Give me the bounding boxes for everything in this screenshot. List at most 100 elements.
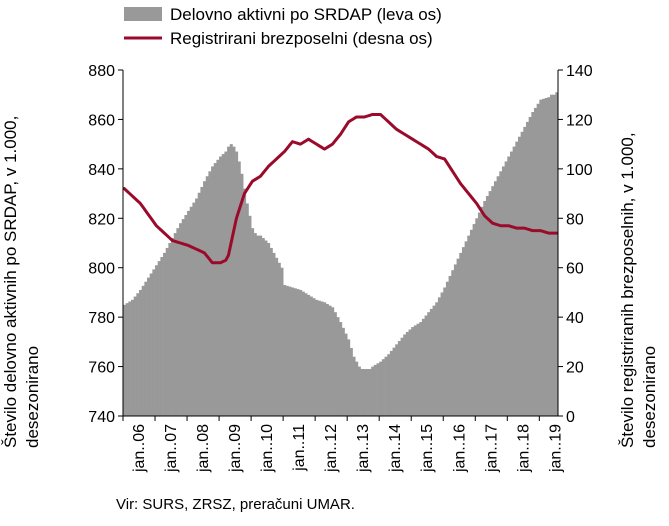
- bar-employed: [539, 99, 543, 416]
- bar-employed: [512, 146, 516, 417]
- bar-employed: [229, 144, 233, 416]
- bar-employed: [368, 369, 372, 416]
- bar-employed: [197, 192, 201, 416]
- bar-employed: [552, 94, 556, 417]
- bar-employed: [411, 327, 415, 416]
- legend-swatch-employed: [124, 7, 162, 21]
- bar-employed: [192, 202, 196, 416]
- bar-employed: [400, 337, 404, 416]
- bar-employed: [232, 146, 236, 417]
- bar-employed: [424, 315, 428, 416]
- bar-employed: [328, 305, 332, 416]
- x-tick-label: jan..17: [483, 424, 500, 473]
- bar-employed: [251, 228, 255, 416]
- bar-employed: [211, 166, 215, 416]
- bar-employed: [352, 356, 356, 416]
- bar-employed: [371, 366, 375, 416]
- bar-employed: [184, 214, 188, 416]
- bar-employed: [296, 289, 300, 416]
- bar-employed: [360, 369, 364, 416]
- bar-employed: [379, 361, 383, 416]
- bar-employed: [499, 171, 503, 416]
- bar-employed: [555, 92, 559, 417]
- bar-employed: [168, 243, 172, 416]
- bar-employed: [309, 296, 313, 416]
- bar-employed: [403, 334, 407, 416]
- bar-employed: [283, 285, 287, 416]
- bar-employed: [189, 206, 193, 416]
- bar-employed: [384, 356, 388, 416]
- bar-employed: [288, 286, 292, 416]
- bar-employed: [333, 312, 337, 416]
- bar-employed: [141, 285, 145, 416]
- bar-employed: [525, 121, 529, 417]
- bar-employed: [523, 126, 527, 416]
- bar-employed: [341, 327, 345, 416]
- bar-employed: [269, 247, 273, 416]
- bar-employed: [304, 293, 308, 416]
- legend-label-employed: Delovno aktivni po SRDAP (leva os): [170, 5, 442, 24]
- right-tick-label: 0: [566, 409, 575, 426]
- left-tick-label: 840: [88, 162, 115, 179]
- bar-employed: [349, 348, 353, 416]
- bar-employed: [176, 228, 180, 416]
- bar-employed: [483, 200, 487, 416]
- bar-employed: [275, 257, 279, 416]
- bar-employed: [395, 344, 399, 416]
- bar-employed: [264, 240, 268, 416]
- bar-employed: [413, 325, 417, 416]
- bar-employed: [205, 176, 209, 416]
- bar-employed: [219, 156, 223, 416]
- x-tick-label: jan..07: [163, 424, 180, 473]
- right-tick-label: 140: [566, 63, 593, 80]
- bar-employed: [280, 267, 284, 416]
- bar-employed: [173, 233, 177, 416]
- right-tick-label: 60: [566, 261, 584, 278]
- bar-employed: [547, 97, 551, 416]
- bar-employed: [256, 235, 260, 416]
- bar-employed: [421, 318, 425, 416]
- left-tick-label: 780: [88, 310, 115, 327]
- bar-employed: [315, 299, 319, 416]
- bar-employed: [259, 235, 263, 416]
- bar-employed: [472, 224, 476, 416]
- bar-employed: [181, 219, 185, 416]
- bar-employed: [357, 366, 361, 416]
- bar-employed: [408, 329, 412, 416]
- bar-employed: [165, 247, 169, 416]
- bar-employed: [435, 302, 439, 416]
- x-tick-label: jan..13: [355, 424, 372, 473]
- bar-employed: [187, 210, 191, 416]
- bar-employed: [339, 322, 343, 416]
- bar-employed: [461, 247, 465, 416]
- bar-employed: [131, 299, 135, 416]
- bar-employed: [501, 166, 505, 416]
- line-unemployed: [122, 112, 559, 265]
- bar-employed: [317, 300, 321, 416]
- x-tick-label: jan..08: [195, 424, 212, 473]
- bar-employed: [389, 350, 393, 416]
- bar-employed: [469, 229, 473, 416]
- source-note: Vir: SURS, ZRSZ, preračuni UMAR.: [116, 496, 355, 513]
- bar-employed: [195, 198, 199, 416]
- bar-employed: [221, 154, 225, 416]
- bar-employed: [517, 136, 521, 417]
- right-tick-label: 40: [566, 310, 584, 327]
- bar-employed: [307, 294, 311, 416]
- bar-employed: [392, 347, 396, 416]
- bar-employed: [261, 238, 265, 416]
- bar-employed: [528, 116, 532, 417]
- bar-employed: [128, 301, 132, 416]
- bar-employed: [224, 151, 228, 416]
- bar-employed: [440, 292, 444, 416]
- bar-employed: [437, 297, 441, 416]
- bar-employed: [157, 261, 161, 416]
- right-tick-label: 80: [566, 211, 584, 228]
- x-tick-label: jan..11: [291, 424, 308, 472]
- bar-employed: [381, 359, 385, 416]
- bar-employed: [544, 98, 548, 416]
- bar-employed: [272, 252, 276, 416]
- bar-employed: [155, 265, 159, 416]
- x-tick-label: jan..06: [131, 424, 148, 473]
